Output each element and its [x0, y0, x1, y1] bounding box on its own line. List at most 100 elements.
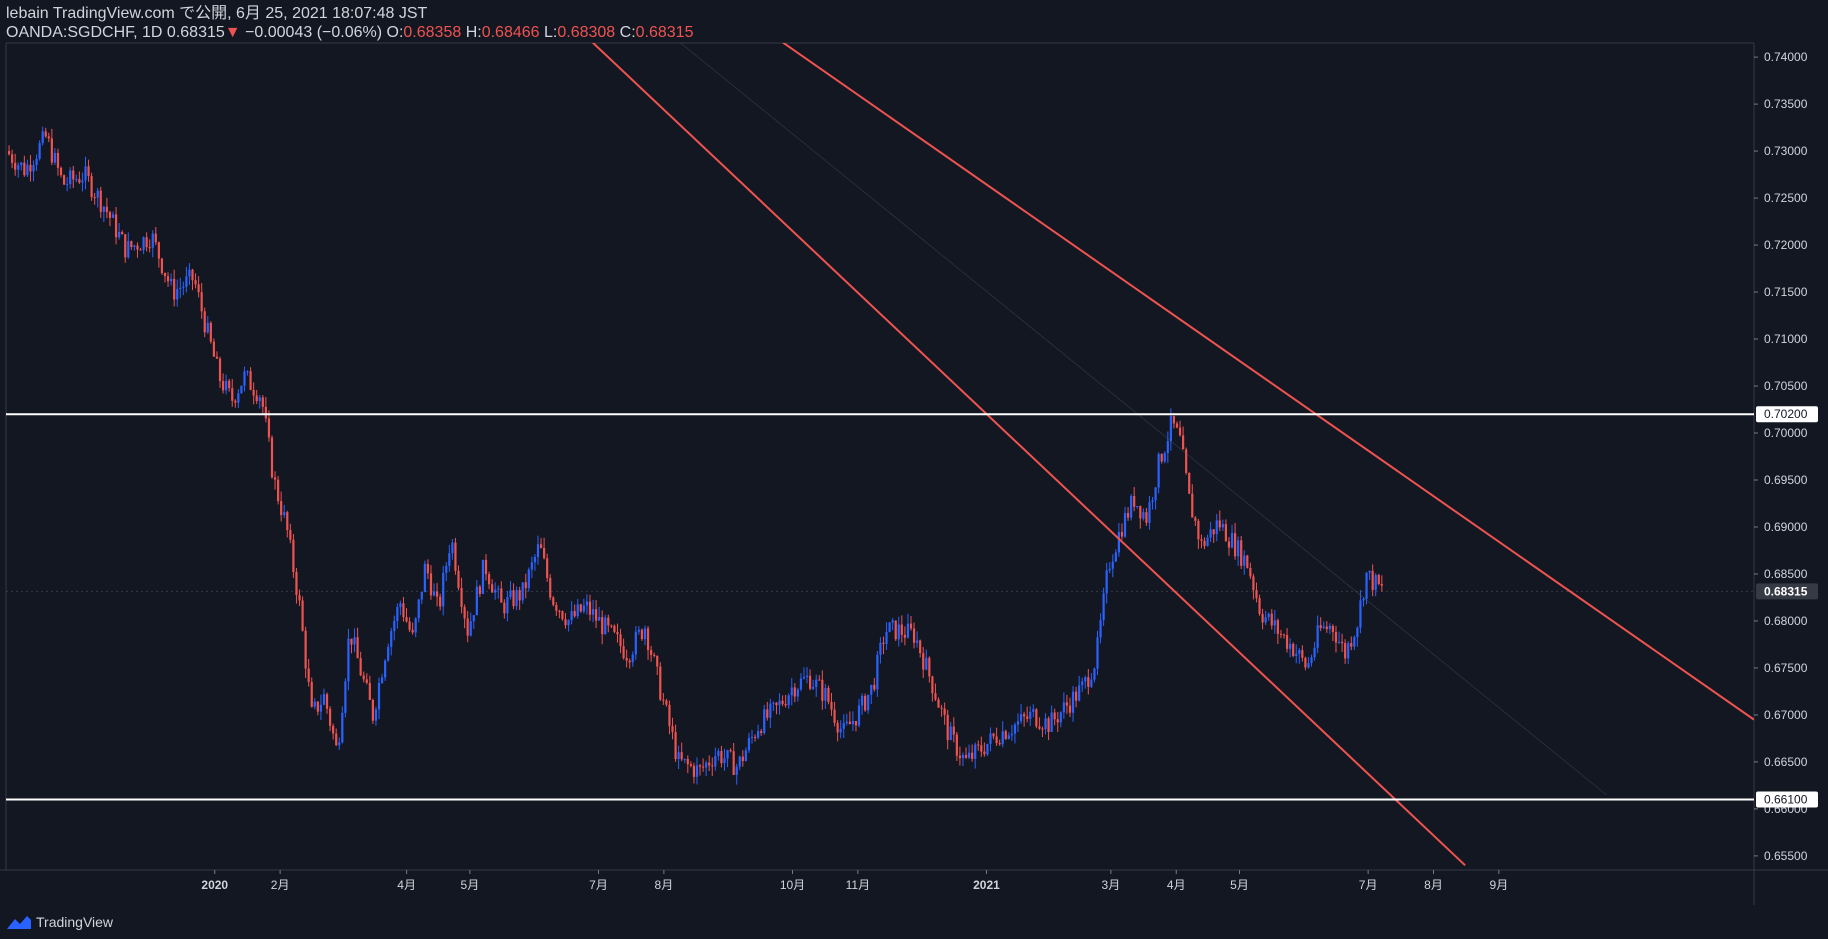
candle-body: [237, 393, 240, 403]
candle-body: [818, 679, 821, 681]
time-tick-label: 5月: [461, 878, 480, 892]
candle-body: [625, 658, 628, 661]
candle-body: [992, 733, 995, 737]
price-chart[interactable]: 0.74000 0.73500 0.73000 0.72500 0.72000 0.715…: [0, 0, 1828, 905]
candle-body: [1016, 721, 1020, 725]
candle-body: [637, 629, 640, 632]
candle-body: [839, 728, 842, 733]
candle-body: [1362, 598, 1365, 601]
candle-body: [338, 742, 341, 746]
candle-body: [292, 539, 295, 573]
candle-body: [940, 707, 943, 709]
candle-body: [11, 154, 14, 163]
candle-body: [604, 617, 607, 635]
candle-body: [41, 131, 44, 144]
candle-body: [457, 570, 460, 588]
published-line: lebain TradingView.com で公開, 6月 25, 2021 …: [6, 5, 428, 22]
candle-body: [867, 694, 870, 711]
candle-body: [1230, 533, 1234, 548]
channel-lower-line[interactable]: [573, 24, 1466, 867]
candle-body: [857, 705, 861, 726]
candle-body: [882, 642, 885, 644]
candle-body: [668, 704, 671, 726]
candle-body: [827, 687, 830, 703]
time-tick-label: 2020: [201, 878, 228, 892]
time-tick-label: 7月: [589, 878, 608, 892]
candle-body: [1087, 677, 1090, 687]
trendline-group[interactable]: [573, 24, 1754, 867]
candle-body: [1163, 453, 1166, 462]
candle-body: [75, 179, 78, 181]
candle-body: [319, 704, 323, 712]
candle-body: [500, 588, 503, 603]
candle-body: [1145, 512, 1148, 523]
channel-upper-line[interactable]: [757, 24, 1754, 721]
candle-body: [1084, 677, 1087, 682]
candle-body: [1337, 641, 1341, 643]
candle-body: [81, 180, 84, 183]
candle-body: [802, 677, 806, 679]
candle-body: [1172, 416, 1176, 424]
candle-body: [1328, 625, 1331, 630]
candle-body: [815, 679, 818, 688]
candle-body: [1142, 512, 1145, 519]
candle-body: [885, 632, 888, 644]
time-tick-label: 2021: [973, 878, 1000, 892]
candle-body: [359, 658, 362, 676]
candle-body: [955, 734, 958, 756]
candle-body: [118, 231, 121, 238]
candle-body: [1175, 423, 1179, 428]
candle-body: [729, 750, 732, 752]
candle-body: [705, 762, 708, 768]
candle-body: [549, 577, 552, 598]
candle-body: [1096, 637, 1099, 669]
candle-body: [347, 638, 350, 682]
candle-body: [906, 623, 910, 638]
candle-body: [191, 269, 194, 281]
candle-body: [212, 341, 216, 357]
tradingview-brand[interactable]: TradingView: [6, 914, 113, 930]
candle-body: [169, 278, 173, 282]
candle-body: [215, 356, 219, 359]
candle-body: [448, 553, 451, 566]
candle-body: [273, 477, 277, 480]
candle-body: [860, 695, 864, 706]
price-tick-label: 0.65500: [1764, 849, 1808, 863]
candle-body: [310, 681, 313, 707]
candle-body: [1157, 453, 1160, 488]
candle-body: [995, 736, 998, 744]
candle-body: [23, 162, 26, 176]
candle-body: [316, 701, 319, 712]
time-axis[interactable]: 2020 2月 4月 5月 7月 8月 10月 11月 2021 3月 4月 5月 7月 8月 9月: [201, 870, 1508, 892]
candle-body: [601, 617, 604, 635]
candle-body: [442, 572, 445, 607]
low-value: 0.68308: [557, 24, 616, 41]
candle-body: [845, 721, 848, 724]
candle-body: [111, 214, 115, 218]
candle-body: [460, 587, 463, 607]
candle-body: [1344, 643, 1347, 659]
candle-body: [912, 628, 916, 643]
candle-body: [1148, 502, 1151, 523]
candle-body: [646, 628, 650, 651]
ohlc-line: OANDA:SGDCHF, 1D 0.68315▼ −0.00043 (−0.0…: [6, 23, 693, 42]
candle-body: [417, 599, 420, 619]
price-axis[interactable]: 0.74000 0.73500 0.73000 0.72500 0.72000 0.715…: [1754, 50, 1818, 863]
candle-body: [1160, 453, 1163, 462]
candle-body: [35, 158, 38, 166]
candle-body: [1188, 472, 1191, 494]
candle-body: [1215, 520, 1218, 535]
candle-body: [579, 604, 582, 612]
candle-body: [1136, 506, 1139, 508]
horizontal-level-group[interactable]: [6, 413, 1754, 801]
candle-body: [130, 241, 133, 248]
candle-body: [1249, 567, 1252, 577]
candle-body: [582, 605, 585, 612]
candle-body: [221, 381, 225, 391]
channel-mid-line[interactable]: [658, 24, 1607, 796]
candle-body: [588, 601, 592, 615]
candle-body: [32, 165, 35, 172]
candle-body: [1056, 719, 1059, 723]
candle-body: [879, 642, 882, 655]
candle-body: [264, 406, 267, 419]
